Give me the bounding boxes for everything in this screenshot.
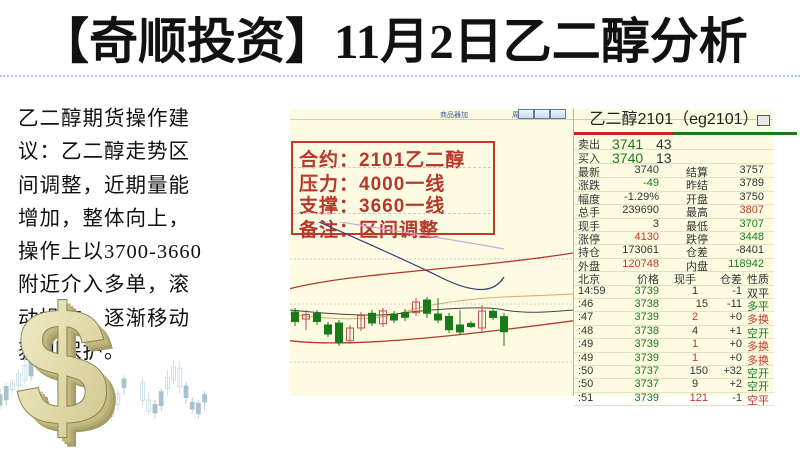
svg-text:$: $ [15,272,109,450]
